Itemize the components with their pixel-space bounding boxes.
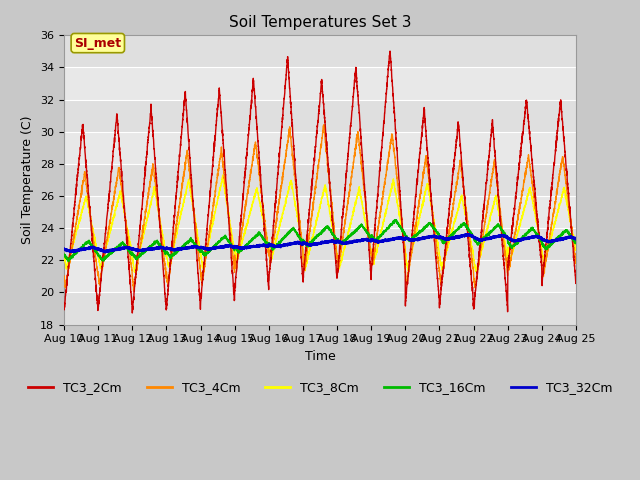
Text: SI_met: SI_met [74,36,122,49]
Bar [64,164,576,196]
Bar [64,228,576,260]
Title: Soil Temperatures Set 3: Soil Temperatures Set 3 [228,15,412,30]
Bar [64,36,576,68]
Bar [64,292,576,324]
Y-axis label: Soil Temperature (C): Soil Temperature (C) [22,116,35,244]
Bar [64,100,576,132]
Legend: TC3_2Cm, TC3_4Cm, TC3_8Cm, TC3_16Cm, TC3_32Cm: TC3_2Cm, TC3_4Cm, TC3_8Cm, TC3_16Cm, TC3… [23,376,617,399]
X-axis label: Time: Time [305,350,335,363]
